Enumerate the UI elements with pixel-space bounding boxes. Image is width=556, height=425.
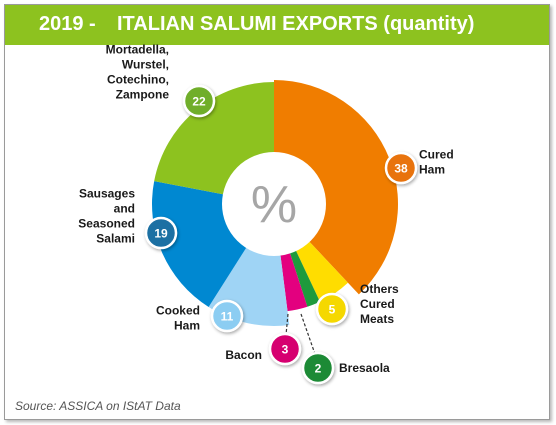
category-label-1: Cured Ham	[419, 148, 454, 177]
title-bar: 2019 - ITALIAN SALUMI EXPORTS (quantity)	[5, 5, 549, 45]
value-badge-5	[210, 299, 244, 333]
value-badge-3	[301, 351, 335, 385]
category-label-2: Others Cured Meats	[360, 282, 399, 326]
leader-line-3	[300, 313, 316, 355]
value-label-6: 19	[154, 227, 168, 241]
title-year: 2019 -	[39, 13, 96, 35]
donut-chart: % 38 5 2 3 11 19 22 Cured Ham Others Cured Meats Br…	[78, 43, 454, 385]
value-label-4: 3	[282, 343, 289, 357]
value-badge-1	[384, 151, 418, 185]
category-label-3: Bresaola	[339, 361, 390, 375]
value-label-2: 5	[329, 303, 336, 317]
chart-title: ITALIAN SALUMI EXPORTS (quantity)	[117, 13, 475, 35]
value-label-3: 2	[315, 362, 322, 376]
center-percent-symbol: %	[251, 176, 297, 234]
value-label-1: 38	[394, 162, 408, 176]
category-label-6: Sausages and Seasoned Salami	[78, 187, 135, 246]
value-badge-7	[182, 84, 216, 118]
category-label-5: Cooked Ham	[156, 304, 200, 333]
value-badge-6	[144, 216, 178, 250]
leader-line-4	[285, 313, 289, 336]
value-label-7: 22	[192, 95, 206, 109]
donut-hole	[222, 152, 326, 256]
pie-slice-1	[274, 80, 398, 295]
chart-frame: 2019 - ITALIAN SALUMI EXPORTS (quantity)…	[4, 4, 550, 420]
category-label-4: Bacon	[225, 348, 262, 362]
value-label-5: 11	[221, 310, 234, 324]
value-badge-2	[315, 292, 349, 326]
value-badge-4	[268, 332, 302, 366]
source-note: Source: ASSICA on IStAT Data	[15, 399, 181, 413]
category-label-7: Mortadella, Wurstel, Cotechino, Zampone	[106, 43, 170, 102]
